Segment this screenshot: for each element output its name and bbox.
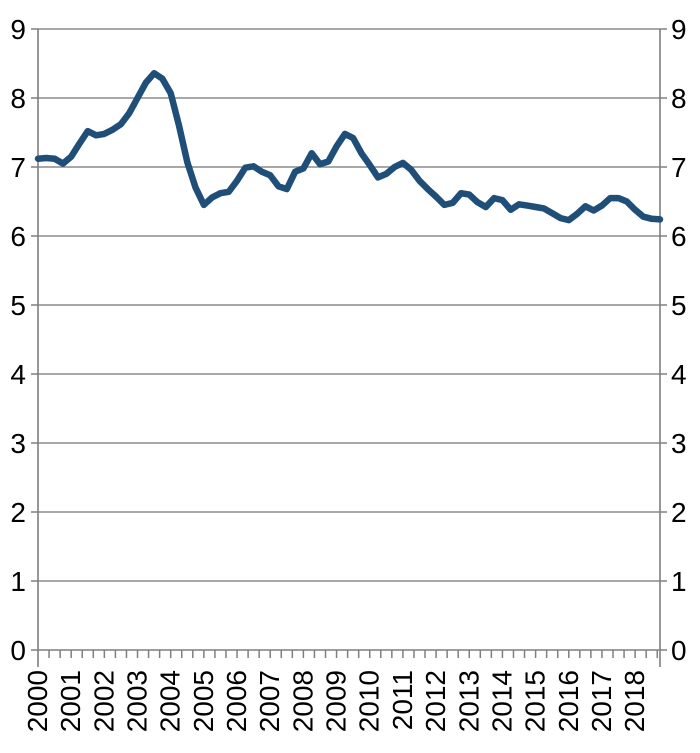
x-axis-year-label: 2011 (387, 670, 418, 730)
y-axis-tick-label-right: 9 (671, 14, 687, 45)
x-axis-year-label: 2000 (22, 670, 53, 732)
x-axis-year-label: 2016 (553, 670, 584, 732)
x-axis-year-label: 2013 (453, 670, 484, 732)
x-axis-year-label: 2009 (321, 670, 352, 732)
y-axis-tick-label-left: 9 (10, 14, 26, 45)
x-axis-year-label: 2017 (586, 670, 617, 732)
y-axis-tick-label-right: 1 (671, 566, 687, 597)
y-axis-tick-label-right: 0 (671, 635, 687, 666)
y-axis-tick-label-left: 2 (10, 497, 26, 528)
x-axis-year-label: 2007 (254, 670, 285, 732)
y-axis-tick-label-right: 4 (671, 359, 687, 390)
x-axis-year-label: 2004 (155, 670, 186, 732)
y-axis-tick-label-right: 2 (671, 497, 687, 528)
x-axis-year-label: 2003 (122, 670, 153, 732)
x-axis-year-label: 2010 (354, 670, 385, 732)
y-axis-tick-label-right: 8 (671, 83, 687, 114)
y-axis-tick-label-right: 7 (671, 152, 687, 183)
y-axis-tick-label-left: 5 (10, 290, 26, 321)
x-axis-year-label: 2005 (188, 670, 219, 732)
y-axis-tick-label-right: 5 (671, 290, 687, 321)
x-axis-year-label: 2006 (221, 670, 252, 732)
y-axis-tick-label-left: 3 (10, 428, 26, 459)
y-axis-tick-label-left: 4 (10, 359, 26, 390)
y-axis-tick-label-left: 6 (10, 221, 26, 252)
x-axis-year-label: 2002 (88, 670, 119, 732)
y-axis-tick-label-left: 8 (10, 83, 26, 114)
y-axis-tick-label-left: 1 (10, 566, 26, 597)
y-axis-tick-label-right: 3 (671, 428, 687, 459)
x-axis-year-label: 2018 (619, 670, 650, 732)
y-axis-tick-label-left: 7 (10, 152, 26, 183)
x-axis-year-label: 2008 (287, 670, 318, 732)
x-axis-year-label: 2012 (420, 670, 451, 732)
data-series-line (34, 69, 664, 224)
x-axis-year-label: 2001 (55, 670, 86, 732)
x-axis-year-label: 2015 (520, 670, 551, 732)
y-axis-tick-label-left: 0 (10, 635, 26, 666)
x-axis-year-label: 2014 (486, 670, 517, 732)
y-axis-tick-label-right: 6 (671, 221, 687, 252)
